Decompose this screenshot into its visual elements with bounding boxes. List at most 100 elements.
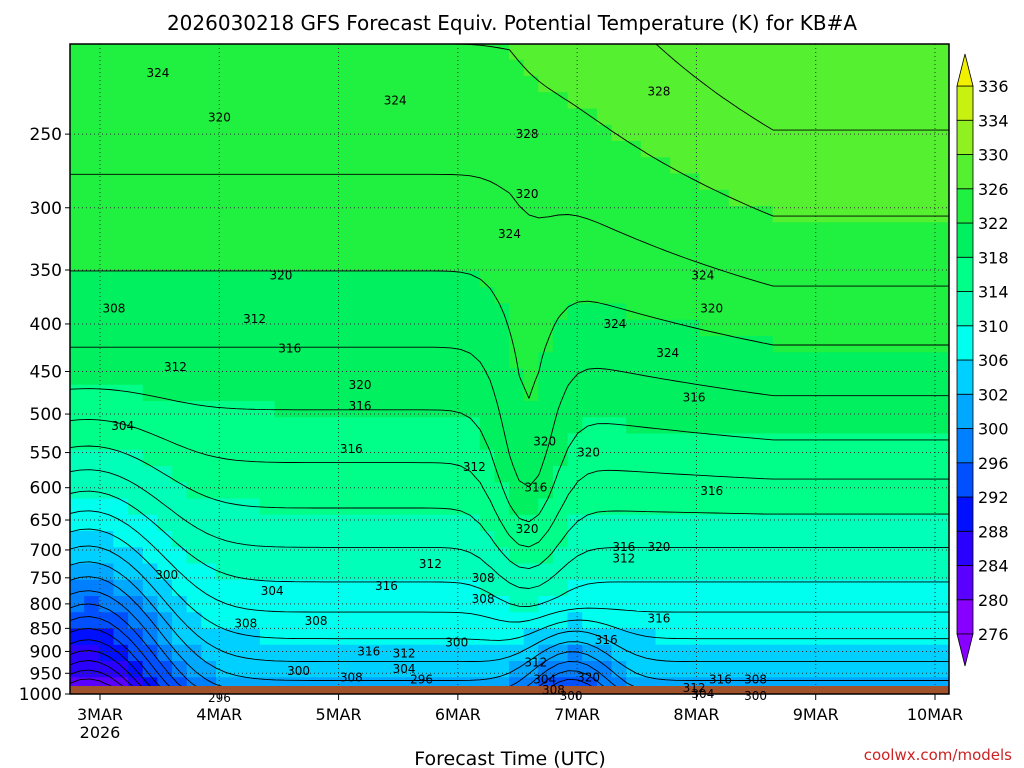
field-cell — [567, 596, 584, 614]
field-cell — [933, 628, 949, 646]
field-cell — [699, 368, 716, 386]
field-cell — [875, 449, 891, 467]
field-cell — [670, 222, 686, 240]
field-cell — [640, 108, 657, 126]
field-cell — [347, 222, 364, 240]
colorbar-label: 306 — [978, 351, 1009, 370]
field-cell — [157, 157, 174, 175]
field-cell — [626, 44, 642, 61]
field-cell — [787, 433, 803, 451]
field-cell — [611, 482, 628, 500]
field-cell — [875, 531, 891, 549]
field-cell — [831, 254, 847, 272]
field-cell — [611, 157, 628, 175]
field-cell — [274, 352, 291, 370]
field-cell — [172, 254, 188, 272]
field-cell — [98, 222, 115, 240]
field-cell — [684, 206, 701, 224]
field-cell — [216, 433, 232, 451]
field-cell — [684, 661, 701, 679]
field-cell — [172, 482, 188, 500]
field-cell — [391, 612, 408, 630]
field-cell — [172, 531, 188, 549]
field-cell — [274, 612, 291, 630]
field-cell — [919, 44, 935, 61]
field-cell — [728, 352, 745, 370]
field-cell — [318, 531, 335, 549]
field-cell — [245, 352, 261, 370]
field-cell — [70, 368, 86, 386]
field-cell — [904, 59, 921, 77]
field-cell — [538, 433, 554, 451]
field-cell — [611, 514, 628, 532]
field-cell — [186, 124, 203, 142]
field-cell — [860, 644, 877, 662]
field-cell — [216, 482, 232, 500]
field-cell — [758, 482, 774, 500]
field-cell — [465, 433, 481, 451]
field-cell — [318, 514, 335, 532]
field-cell — [626, 547, 642, 565]
field-cell — [172, 222, 188, 240]
field-cell — [875, 433, 891, 451]
field-cell — [596, 76, 613, 94]
field-cell — [714, 498, 730, 516]
field-cell — [347, 384, 364, 402]
field-cell — [465, 92, 481, 110]
field-cell — [670, 498, 686, 516]
field-cell — [259, 222, 276, 240]
field-cell — [714, 644, 730, 662]
field-cell — [640, 76, 657, 94]
field-cell — [567, 352, 584, 370]
field-cell — [758, 287, 774, 305]
contour-label: 324 — [656, 346, 679, 360]
field-cell — [684, 352, 701, 370]
field-cell — [84, 384, 100, 402]
field-cell — [699, 417, 716, 435]
field-cell — [552, 108, 569, 126]
field-cell — [142, 173, 159, 191]
field-cell — [465, 384, 481, 402]
contour-318 — [70, 388, 949, 523]
field-cell — [128, 547, 144, 565]
colorbar-label: 322 — [978, 214, 1009, 233]
field-cell — [655, 254, 672, 272]
field-cell — [655, 644, 672, 662]
field-cell — [904, 547, 921, 565]
field-cell — [831, 271, 847, 289]
field-cell — [347, 173, 364, 191]
field-cell — [758, 547, 774, 565]
field-cell — [347, 628, 364, 646]
field-cell — [70, 59, 86, 77]
field-cell — [655, 628, 672, 646]
field-cell — [113, 433, 130, 451]
field-cell — [406, 124, 423, 142]
field-cell — [860, 384, 877, 402]
field-cell — [860, 254, 877, 272]
field-cell — [245, 466, 261, 484]
field-cell — [509, 401, 525, 419]
field-cell — [347, 612, 364, 630]
field-cell — [933, 433, 949, 451]
field-cell — [128, 433, 144, 451]
field-cell — [904, 596, 921, 614]
field-cell — [201, 44, 217, 61]
field-cell — [538, 401, 554, 419]
field-cell — [230, 612, 247, 630]
field-cell — [758, 417, 774, 435]
field-cell — [494, 173, 510, 191]
y-tick-label: 650 — [30, 511, 62, 531]
field-cell — [845, 124, 862, 142]
field-cell — [596, 466, 613, 484]
field-cell — [509, 433, 525, 451]
field-cell — [802, 368, 818, 386]
field-cell — [84, 238, 100, 256]
field-cell — [889, 287, 906, 305]
field-cell — [128, 466, 144, 484]
field-cell — [245, 76, 261, 94]
field-cell — [889, 173, 906, 191]
field-cell — [98, 271, 115, 289]
field-cell — [128, 514, 144, 532]
field-cell — [172, 108, 188, 126]
field-cell — [596, 108, 613, 126]
